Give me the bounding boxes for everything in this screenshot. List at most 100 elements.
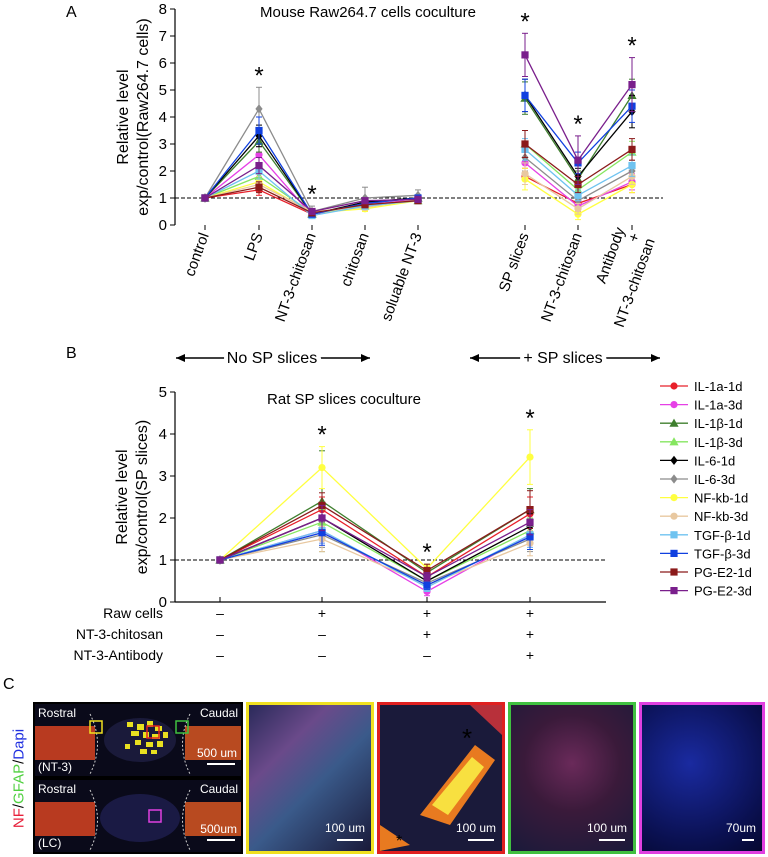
chart-a-point — [521, 140, 529, 148]
legend-item-IL-6-3d: IL-6-3d — [660, 472, 735, 487]
legend-marker — [670, 568, 678, 576]
legend-item-NF-kb-3d: NF-kb-3d — [660, 509, 748, 524]
chart-a-y-tick-label: 0 — [159, 217, 167, 234]
legend-item-IL-1a-1d: IL-1a-1d — [660, 379, 742, 394]
chart-b-point — [318, 464, 326, 472]
chart-b-series-line — [219, 504, 531, 572]
overview-nt3-scale: 500 um — [196, 746, 237, 760]
zoom-green-scalebar — [599, 839, 625, 841]
chart-b-significance-star: * — [317, 422, 326, 449]
legend-marker — [670, 401, 678, 409]
legend-item-PG-E2-3d: PG-E2-3d — [660, 584, 752, 599]
chart-a-y-tick-label: 3 — [159, 136, 167, 153]
legend-marker — [670, 494, 678, 502]
chart-b-condition-value: + — [526, 605, 534, 621]
zoom-red-scalebar — [468, 839, 494, 841]
overview-lc-caudal: Caudal — [199, 782, 238, 796]
chart-a-significance-star: * — [254, 62, 263, 89]
chart-b-condition-value: – — [318, 626, 326, 642]
chart-a-y-tick-label: 5 — [159, 82, 167, 99]
overview-lc-group: (LC) — [38, 836, 62, 850]
charts-canvas: A B 0 1 2 3 4 5 6 7 8 Mouse Raw264.7 cells cocult… — [66, 1, 752, 663]
chart-b-group-label: + SP slices — [523, 350, 602, 367]
legend-item-TGF-β-3d: TGF-β-3d — [660, 546, 751, 561]
chart-b-point — [216, 556, 224, 564]
legend-item-IL-1β-1d: IL-1β-1d — [660, 416, 743, 431]
chart-b-significance-star: * — [525, 405, 534, 432]
chart-b-point — [526, 533, 534, 541]
chart-a-x-label: NT-3-chitosan — [272, 231, 320, 325]
chart-b-point — [423, 566, 431, 575]
chart-b-series-line — [219, 538, 531, 586]
zoom-red-scale: 100 um — [455, 821, 496, 835]
chart-b-group-arrow-no-sp-head-right — [361, 354, 370, 362]
chart-b-series-PG-E2-3d — [216, 504, 534, 582]
overview-nt3-caudal: Caudal — [199, 706, 238, 720]
chart-a-x-label-multiline: Antibody+NT-3-chitosan — [593, 225, 659, 330]
chart-b-title: Rat SP slices coculture — [267, 391, 421, 408]
chart-b-condition-value: – — [423, 647, 431, 663]
zoom-magenta-scalebar — [742, 839, 754, 841]
chart-b-series-TGF-β-3d — [216, 519, 534, 590]
chart-a-y-tick-label: 1 — [159, 190, 167, 207]
chart-a-point — [255, 183, 263, 191]
chart-b-series-line — [219, 508, 531, 578]
channel-sep-2: / — [10, 759, 28, 764]
chart-b-condition-value: + — [526, 626, 534, 642]
overview-nt3-rostral: Rostral — [38, 706, 77, 720]
chart-a-y-tick-label: 7 — [159, 28, 167, 45]
chart-a-x-label: chitosan — [338, 231, 373, 289]
chart-a-point — [574, 156, 582, 164]
chart-a-x-label-line: Antibody — [593, 225, 629, 286]
chart-a-point — [521, 170, 529, 178]
chart-b-point — [423, 581, 431, 589]
chart-a-y-tick-label: 6 — [159, 55, 167, 72]
chart-b-condition-value: + — [423, 626, 431, 642]
chart-a-point — [255, 104, 263, 114]
zoom-yellow-scalebar — [337, 839, 363, 841]
legend-marker — [669, 437, 679, 446]
legend-label: NF-kb-1d — [694, 491, 748, 506]
channel-sep-1: / — [10, 803, 28, 809]
panel-c-label: C — [3, 676, 15, 693]
nf-channel: NF — [10, 808, 28, 829]
chart-b-condition-label: Raw cells — [103, 605, 163, 621]
chart-b-y-label-line: exp/control(SP slices) — [134, 420, 151, 574]
chart-a-point — [255, 151, 263, 159]
overview-lc-scale: 500um — [200, 822, 237, 836]
legend-label: NF-kb-3d — [694, 509, 748, 524]
chart-a-title: Mouse Raw264.7 cells coculture — [260, 4, 476, 21]
legend-label: TGF-β-3d — [694, 546, 751, 561]
chart-b-condition-value: – — [216, 647, 224, 663]
legend-label: IL-1a-3d — [694, 398, 742, 413]
legend-item-IL-1a-3d: IL-1a-3d — [660, 398, 742, 413]
legend-label: IL-1a-1d — [694, 379, 742, 394]
legend-item-IL-1β-3d: IL-1β-3d — [660, 435, 743, 450]
chart-b-series-TGF-β-1d — [216, 517, 534, 592]
overview-lc-rostral: Rostral — [38, 782, 77, 796]
zoom-red-marker: * — [462, 723, 473, 753]
zoom-green-scale: 100 um — [586, 821, 627, 835]
chart-b-condition-label: NT-3-chitosan — [76, 626, 163, 642]
overview-lc-image — [35, 789, 241, 851]
chart-a-x-label: NT-3-chitosan — [538, 231, 586, 325]
chart-a-significance-star: * — [627, 33, 636, 60]
legend-marker — [670, 531, 678, 539]
zoom-panel-magenta: 70um — [639, 702, 765, 854]
chart-b-group-label: No SP slices — [227, 350, 317, 367]
chart-b-y-tick-label: 1 — [159, 552, 167, 569]
chart-b-group-arrow-no-sp-head-left — [176, 354, 185, 362]
dapi-channel: Dapi — [10, 728, 28, 760]
chart-b-series-line — [219, 517, 531, 582]
chart-a-point — [574, 191, 582, 199]
legend-label: PG-E2-1d — [694, 565, 752, 580]
chart-b-series-IL-6-3d — [216, 521, 534, 588]
chart-a-series-PG-E2-3d — [201, 32, 636, 216]
chart-b-condition-value: + — [423, 605, 431, 621]
chart-b-series-line — [219, 456, 531, 570]
chart-b-condition-value: – — [216, 605, 224, 621]
legend-item-TGF-β-1d: TGF-β-1d — [660, 528, 751, 543]
legend-item-PG-E2-1d: PG-E2-1d — [660, 565, 752, 580]
zoom-red-image — [380, 705, 502, 851]
chart-b-series-line — [219, 517, 531, 578]
